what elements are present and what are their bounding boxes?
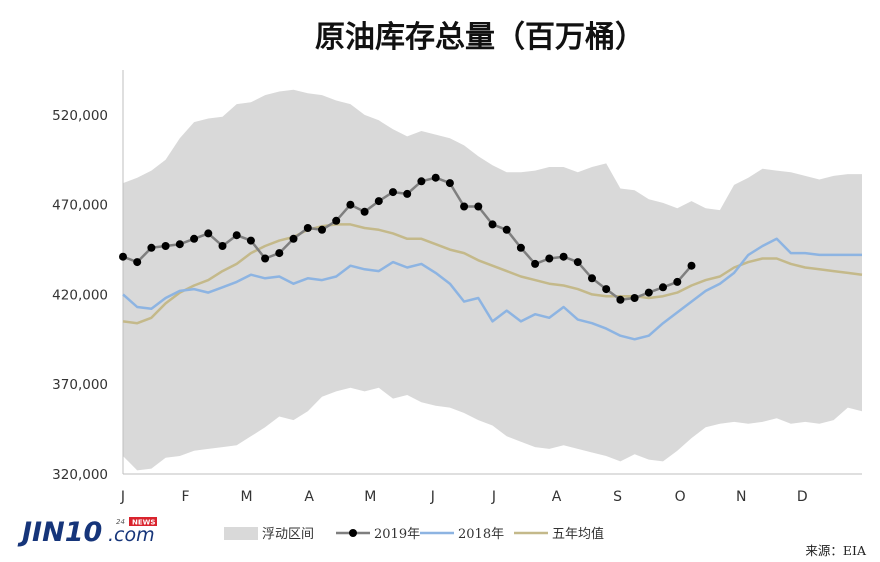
legend-label-2018: 2018年 — [458, 527, 504, 542]
band-layer — [123, 89, 862, 471]
data-point-2019-5 — [190, 234, 199, 243]
series-line-1 — [122, 237, 862, 341]
data-point-2019-36 — [630, 294, 639, 302]
month-label: A — [304, 489, 314, 505]
month-label: J — [491, 489, 496, 505]
data-point-2019-2 — [147, 243, 156, 252]
logo-suffix-text: .com — [108, 524, 155, 546]
legend-label-avg: 五年均值 — [552, 526, 604, 542]
data-point-2019-25 — [474, 202, 483, 211]
data-point-2019-14 — [318, 225, 326, 234]
month-label: S — [613, 489, 622, 505]
legend-marker-2019 — [349, 529, 357, 537]
data-point-2019-8 — [232, 231, 241, 240]
data-point-2019-20 — [403, 189, 412, 198]
y-tick-label: 520,000 — [52, 108, 108, 124]
data-point-2019-24 — [460, 202, 469, 211]
data-point-2019-34 — [602, 285, 611, 294]
logo-news-text: NEWS — [132, 519, 155, 527]
data-point-2019-6 — [204, 229, 213, 238]
data-point-2019-31 — [559, 252, 568, 261]
data-point-2019-26 — [488, 220, 497, 229]
data-point-2019-38 — [659, 283, 667, 292]
data-point-2019-21 — [417, 177, 426, 186]
data-point-2019-28 — [516, 243, 525, 252]
logo-main-text: JIN10 — [17, 517, 102, 548]
data-point-2019-13 — [303, 224, 312, 232]
data-point-2019-3 — [161, 242, 170, 250]
month-label: A — [552, 489, 562, 505]
marker-layer — [119, 173, 696, 304]
data-point-2019-16 — [346, 200, 355, 209]
data-point-2019-29 — [531, 259, 540, 268]
y-axis-ticks: 320,000 370,000 420,000 470,000 520,000 — [52, 108, 108, 483]
data-point-2019-11 — [275, 249, 284, 258]
month-label: J — [120, 489, 125, 505]
y-tick-label: 320,000 — [52, 467, 108, 483]
data-point-2019-23 — [445, 179, 454, 188]
legend-label-band: 浮动区间 — [262, 527, 314, 542]
plot-area — [119, 70, 863, 475]
month-label: M — [241, 489, 253, 505]
data-point-2019-27 — [502, 225, 511, 234]
data-point-2019-4 — [175, 240, 184, 249]
data-point-2019-17 — [360, 207, 369, 216]
source-note: 来源：EIA — [805, 543, 867, 558]
logo-news-badge — [129, 517, 157, 526]
legend-swatch-band — [224, 527, 258, 540]
month-label: M — [364, 489, 376, 505]
data-point-2019-18 — [374, 197, 383, 206]
data-point-2019-33 — [588, 274, 596, 283]
data-point-2019-15 — [332, 216, 341, 225]
month-label: N — [736, 489, 746, 505]
chart-title: 原油库存总量（百万桶） — [315, 20, 645, 55]
data-point-2019-9 — [246, 236, 255, 245]
jin10-logo: JIN10 .com 24 NEWS — [17, 517, 157, 548]
band-area — [123, 89, 862, 471]
data-point-2019-22 — [431, 173, 440, 182]
data-point-2019-1 — [133, 258, 142, 267]
data-point-2019-40 — [687, 261, 696, 270]
data-point-2019-32 — [573, 258, 582, 267]
data-point-2019-10 — [261, 254, 270, 263]
data-point-2019-12 — [289, 234, 298, 243]
y-tick-label: 370,000 — [52, 377, 108, 393]
logo-tag-number: 24 — [116, 518, 125, 526]
data-point-2019-35 — [616, 295, 625, 304]
data-point-2019-37 — [644, 288, 653, 297]
data-point-2019-30 — [545, 254, 554, 263]
legend: 浮动区间 2019年 2018年 五年均值 — [224, 526, 604, 542]
month-label: O — [675, 489, 686, 505]
legend-label-2019: 2019年 — [374, 527, 420, 542]
data-point-2019-19 — [389, 188, 397, 197]
data-point-2019-7 — [218, 242, 227, 250]
month-label: F — [181, 489, 189, 505]
y-tick-label: 470,000 — [52, 198, 108, 214]
data-point-2019-39 — [673, 277, 682, 286]
month-label: J — [430, 489, 435, 505]
month-label: D — [797, 489, 808, 505]
data-point-2019-0 — [119, 252, 127, 261]
y-tick-label: 420,000 — [52, 287, 108, 303]
